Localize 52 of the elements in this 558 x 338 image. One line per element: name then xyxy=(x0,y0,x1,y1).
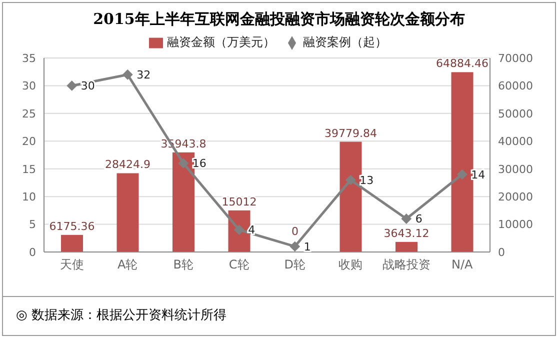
y-tick-label: 15 xyxy=(22,162,36,176)
data-label: 1 xyxy=(304,240,311,254)
data-label: 0 xyxy=(292,225,298,238)
y2-tick-label: 60000 xyxy=(498,80,533,93)
point xyxy=(290,241,300,252)
legend-label: 融资金额（万美元） xyxy=(167,35,275,49)
x-tick-label: 战略投资 xyxy=(382,258,430,272)
bar xyxy=(172,152,194,252)
y2-tick-label: 40000 xyxy=(498,135,533,148)
bar xyxy=(61,234,83,252)
x-tick-label: N/A xyxy=(452,258,474,272)
point xyxy=(346,174,356,185)
data-label: 15012 xyxy=(222,195,257,208)
x-tick-label: A轮 xyxy=(118,258,138,272)
y-tick-label: 0 xyxy=(29,246,36,259)
bar xyxy=(451,72,474,252)
text: ◎ 数据来源：根据公开资料统计所得 xyxy=(16,307,226,324)
point xyxy=(457,169,468,180)
point xyxy=(401,214,412,224)
point xyxy=(66,80,77,91)
bar xyxy=(396,242,418,252)
x-tick-label: B轮 xyxy=(173,258,194,272)
point xyxy=(178,158,188,168)
data-label: 28424.9 xyxy=(105,158,150,172)
data-label: 30 xyxy=(80,80,95,93)
y-tick-label: 5 xyxy=(29,218,36,232)
data-label: 64884.46 xyxy=(436,57,488,70)
y2-tick-label: 20000 xyxy=(498,190,533,204)
y2-tick-label: 0 xyxy=(498,246,505,259)
y2-tick-label: 30000 xyxy=(498,162,533,176)
y-tick-label: 10 xyxy=(22,190,36,204)
x-tick-label: C轮 xyxy=(228,258,250,272)
data-label: 39779.84 xyxy=(324,126,377,140)
y2-tick-label: 10000 xyxy=(498,218,533,232)
x-tick-label: 收购 xyxy=(338,258,363,272)
y2-tick-label: 50000 xyxy=(498,107,533,120)
y2-tick-label: 70000 xyxy=(498,52,533,65)
y-tick-label: 20 xyxy=(22,135,36,148)
data-label: 6175.36 xyxy=(49,220,95,233)
data-label: 6 xyxy=(415,212,422,226)
x-tick-label: 天使 xyxy=(60,258,84,272)
y-tick-label: 35 xyxy=(22,52,36,65)
bar xyxy=(116,173,139,252)
bar xyxy=(340,142,362,252)
x-tick-label: D轮 xyxy=(284,258,306,272)
chart-title: 2015年上半年互联网金融投融资市场融资轮次金额分布 xyxy=(92,10,466,29)
y-tick-label: 25 xyxy=(22,107,36,120)
legend-label: 融资案例（起） xyxy=(303,35,387,49)
y-tick-label: 30 xyxy=(22,80,36,93)
data-label: 3643.12 xyxy=(384,226,430,240)
data-label: 32 xyxy=(136,68,151,82)
point xyxy=(122,70,133,80)
